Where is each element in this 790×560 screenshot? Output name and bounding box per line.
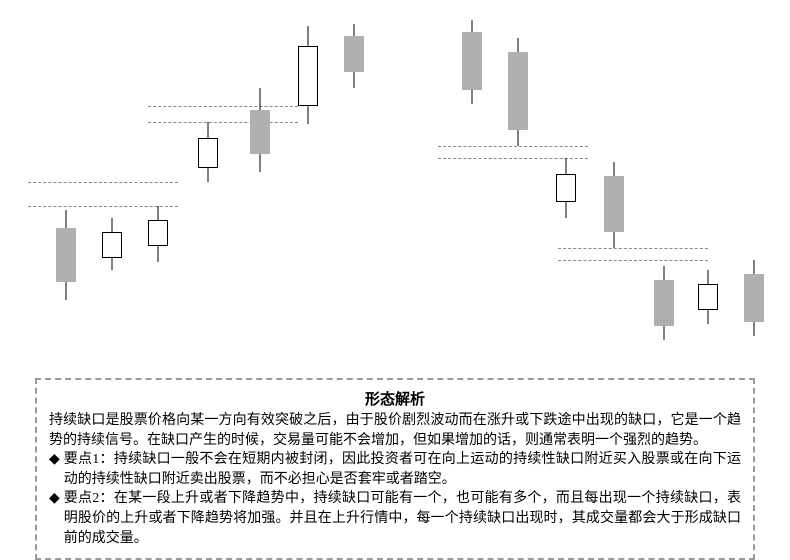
candlestick-chart (10, 10, 780, 370)
candle (508, 10, 528, 370)
candle (250, 10, 270, 370)
candle (148, 10, 168, 370)
candle-body (654, 280, 674, 326)
candle-body (508, 52, 528, 130)
gap-line (148, 122, 298, 123)
candle-body (462, 32, 482, 90)
info-point: ◆要点2：在某一段上升或者下降趋势中，持续缺口可能有一个，也可能有多个，而且每出… (49, 489, 741, 548)
candle (298, 10, 318, 370)
candle (744, 10, 764, 370)
candle (654, 10, 674, 370)
info-point-text: 要点1：持续缺口一般不会在短期内被封闭，因此投资者可在向上运动的持续性缺口附近买… (64, 450, 741, 489)
candle-body (298, 46, 318, 106)
candle-body (744, 274, 764, 322)
candle (604, 10, 624, 370)
gap-line (148, 106, 298, 107)
info-point-text: 要点2：在某一段上升或者下降趋势中，持续缺口可能有一个，也可能有多个，而且每出现… (64, 489, 741, 548)
info-intro: 持续缺口是股票价格向某一方向有效突破之后，由于股价剧烈波动而在涨升或下跌途中出现… (49, 411, 741, 450)
candle-body (604, 176, 624, 232)
candle-body (148, 220, 168, 246)
candle (56, 10, 76, 370)
candle-body (698, 284, 718, 310)
candle (462, 10, 482, 370)
candle-body (556, 174, 576, 202)
diamond-icon: ◆ (49, 489, 60, 509)
candle-body (344, 36, 364, 72)
candle-body (102, 232, 122, 258)
candle (102, 10, 122, 370)
candle (198, 10, 218, 370)
info-point: ◆要点1：持续缺口一般不会在短期内被封闭，因此投资者可在向上运动的持续性缺口附近… (49, 450, 741, 489)
diamond-icon: ◆ (49, 450, 60, 470)
candle-body (56, 228, 76, 282)
candle (698, 10, 718, 370)
info-points-list: ◆要点1：持续缺口一般不会在短期内被封闭，因此投资者可在向上运动的持续性缺口附近… (49, 450, 741, 548)
candle-body (250, 110, 270, 154)
gap-line (558, 248, 708, 249)
info-box: 形态解析 持续缺口是股票价格向某一方向有效突破之后，由于股价剧烈波动而在涨升或下… (35, 378, 755, 560)
info-title: 形态解析 (49, 388, 741, 409)
candle-body (198, 138, 218, 168)
gap-line (558, 260, 708, 261)
candle (344, 10, 364, 370)
candle (556, 10, 576, 370)
